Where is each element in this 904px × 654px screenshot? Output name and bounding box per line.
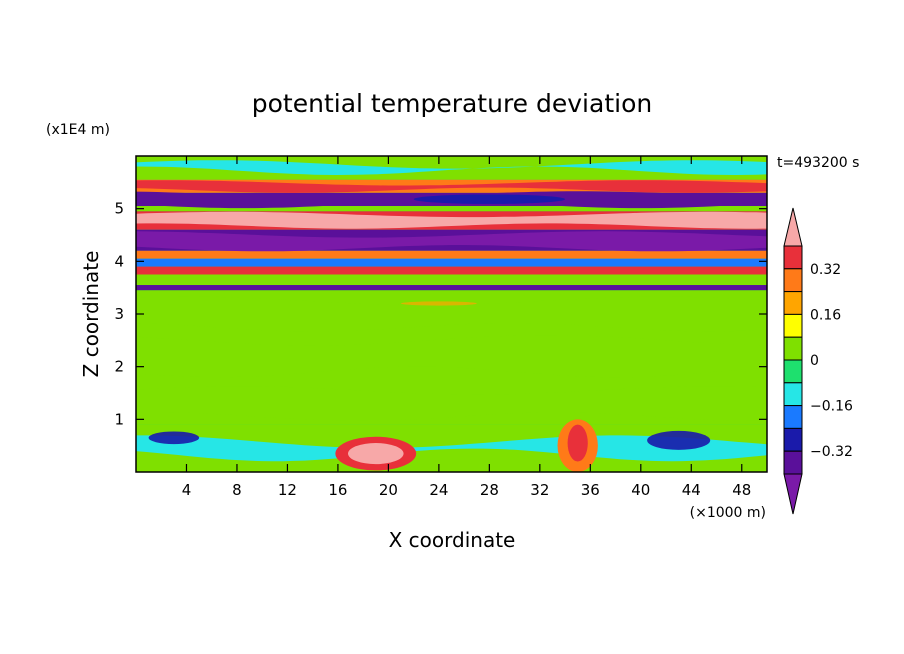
- field-band: [136, 266, 767, 275]
- field-feature: [401, 301, 477, 306]
- x-tick-label: 28: [480, 481, 499, 499]
- chart-title: potential temperature deviation: [252, 89, 652, 118]
- colorbar-segment: [783, 359, 803, 384]
- field-feature: [136, 231, 767, 252]
- x-axis: 4 8 12 16 20 24 28 32 36 40 44 48: [182, 156, 751, 499]
- colorbar: 0.32 0.16 0 −0.16 −0.32: [783, 207, 853, 515]
- colorbar-label: 0: [810, 353, 819, 369]
- y-tick-label: 5: [114, 200, 124, 218]
- colorbar-segment: [783, 336, 803, 361]
- field-feature: [413, 194, 566, 204]
- colorbar-label: −0.16: [810, 399, 853, 415]
- plot-area: [136, 156, 767, 472]
- x-tick-label: 12: [278, 481, 297, 499]
- x-tick-label: 20: [379, 481, 398, 499]
- colorbar-lower-extension: [783, 473, 803, 515]
- field-feature: [136, 211, 767, 229]
- y-unit-label: (x1E4 m): [46, 122, 110, 138]
- x-tick-label: 44: [682, 481, 701, 499]
- x-tick-label: 32: [530, 481, 549, 499]
- colorbar-segment: [783, 313, 803, 338]
- field-feature: [136, 160, 767, 175]
- y-axis-title: Z coordinate: [79, 251, 103, 378]
- y-tick-label: 2: [114, 358, 124, 376]
- field-feature: [567, 424, 588, 462]
- y-tick-label: 1: [114, 410, 124, 428]
- colorbar-label: 0.16: [810, 307, 841, 323]
- colorbar-segment: [783, 268, 803, 293]
- field-features: [136, 160, 767, 472]
- field-feature: [136, 335, 767, 378]
- field-feature: [148, 431, 200, 445]
- field-band: [136, 274, 767, 286]
- y-axis: 1 2 3 4 5: [114, 200, 767, 428]
- y-tick-label: 3: [114, 305, 124, 323]
- time-label: t=493200 s: [777, 155, 859, 171]
- colorbar-label: 0.32: [810, 262, 841, 278]
- field-band: [136, 206, 767, 212]
- colorbar-segment: [783, 405, 803, 429]
- colorbar-segment: [783, 245, 803, 270]
- field-feature: [136, 386, 767, 421]
- x-tick-label: 16: [328, 481, 347, 499]
- colorbar-segment: [783, 382, 803, 407]
- y-tick-label: 4: [114, 252, 124, 270]
- colorbar-segment: [783, 291, 803, 315]
- field-feature: [136, 296, 767, 332]
- colorbar-segment: [783, 427, 803, 452]
- x-tick-label: 40: [631, 481, 650, 499]
- field-feature: [136, 435, 767, 462]
- x-tick-label: 4: [182, 481, 192, 499]
- field-feature: [348, 443, 404, 465]
- field-feature: [136, 180, 767, 193]
- field-band: [136, 258, 767, 267]
- x-unit-label: (×1000 m): [690, 505, 766, 521]
- x-tick-label: 8: [232, 481, 242, 499]
- colorbar-upper-extension: [783, 207, 803, 247]
- colorbar-label: −0.32: [810, 444, 853, 460]
- field-band: [136, 250, 767, 259]
- x-tick-label: 48: [732, 481, 751, 499]
- colorbar-segment: [783, 450, 803, 475]
- x-tick-label: 36: [581, 481, 600, 499]
- x-axis-title: X coordinate: [389, 528, 516, 552]
- x-tick-label: 24: [429, 481, 448, 499]
- field-band: [136, 285, 767, 291]
- field-feature: [647, 430, 711, 450]
